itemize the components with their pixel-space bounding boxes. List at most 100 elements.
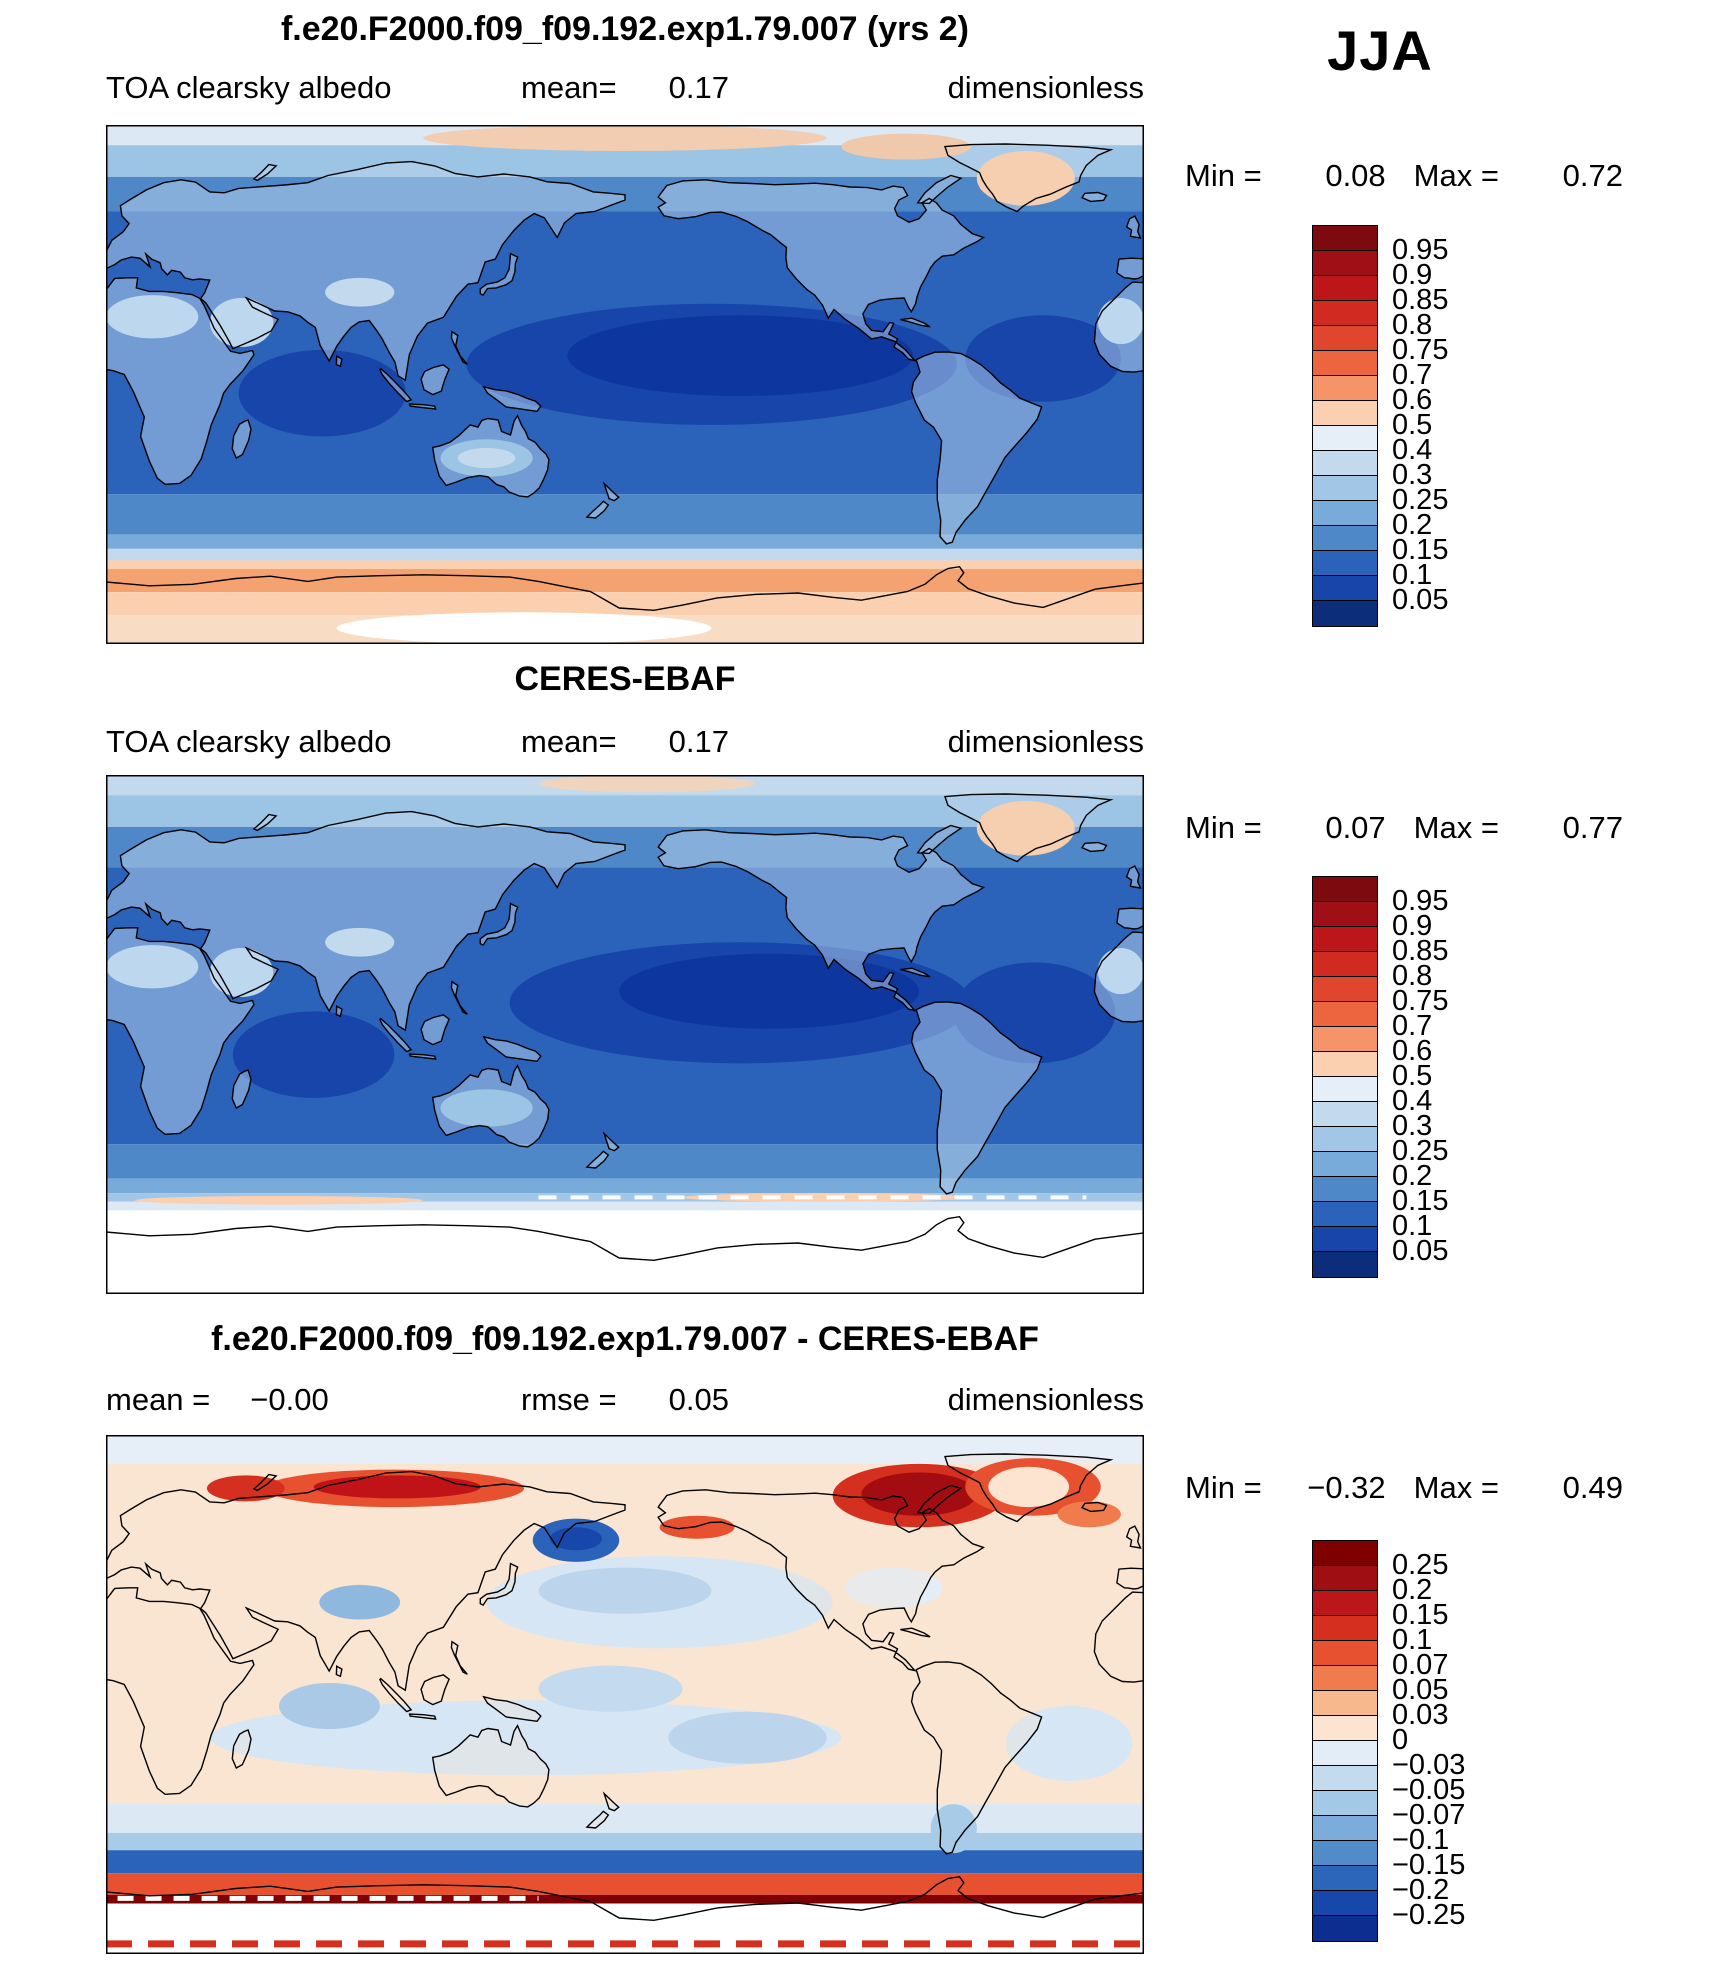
diff-units-label: dimensionless [947,1382,1144,1417]
colorbar-cell [1313,351,1377,376]
colorbar-tick-label: −0.15 [1392,1849,1466,1881]
colorbar-cell [1313,952,1377,977]
colorbar-tick-label: −0.07 [1392,1799,1466,1831]
colorbar-tick-label: 0.25 [1392,1549,1449,1581]
colorbar-cell [1313,1891,1377,1916]
colorbar-tick-label: 0.25 [1392,484,1449,516]
diff-colorbar: 0.25 0.2 0.15 0.1 0.07 0.05 0.03 0 −0.03 −0.05 −0.… [1312,1540,1532,1942]
min-value: −0.32 [1307,1470,1386,1505]
colorbar-tick-label: 0.15 [1392,1185,1449,1217]
colorbar-tick-label: 0.05 [1392,1674,1449,1706]
obs-units-label: dimensionless [947,724,1144,759]
colorbar-tick-label: 0.25 [1392,1135,1449,1167]
colorbar-cell [1313,576,1377,601]
colorbar-cell [1313,1252,1377,1277]
colorbar-cell [1313,1541,1377,1566]
rmse-label: rmse = [521,1382,617,1417]
colorbar-cell [1313,426,1377,451]
colorbar-tick-label: 0.9 [1392,910,1433,942]
colorbar-tick-label: 0.7 [1392,1010,1433,1042]
colorbar-tick-label: 0.95 [1392,234,1449,266]
colorbar-tick-label: 0.15 [1392,1599,1449,1631]
mean-value: 0.17 [668,724,729,759]
colorbar-tick-label: 0.7 [1392,359,1433,391]
colorbar-cell [1313,1716,1377,1741]
colorbar-tick-label: 0.03 [1392,1699,1449,1731]
colorbar-cell [1313,1052,1377,1077]
colorbar-cell [1313,276,1377,301]
colorbar-tick-label: 0 [1392,1724,1409,1756]
colorbar-cell [1313,1566,1377,1591]
mean-label: mean = [106,1382,211,1417]
colorbar-cell [1313,326,1377,351]
diff-rmse-group: rmse = 0.05 [106,1382,1144,1418]
mean-value: 0.17 [668,70,729,105]
min-value: 0.08 [1325,158,1386,193]
colorbar-tick-label: 0.2 [1392,1160,1433,1192]
colorbar-tick-label: 0.5 [1392,409,1433,441]
colorbar-cell [1313,1666,1377,1691]
max-value: 0.49 [1562,1470,1623,1505]
model-map [106,125,1144,644]
colorbar-cell [1313,401,1377,426]
colorbar-cell [1313,1916,1377,1941]
colorbar-cell [1313,1202,1377,1227]
obs-mean-group: mean= 0.17 [106,724,1144,760]
colorbar-cells [1312,225,1378,627]
colorbar-cell [1313,1816,1377,1841]
colorbar-cell [1313,977,1377,1002]
min-label: Min = [1185,158,1262,193]
obs-title: CERES-EBAF [514,660,736,698]
colorbar-cell [1313,226,1377,251]
colorbar-tick-label: 0.75 [1392,985,1449,1017]
colorbar-cell [1313,1002,1377,1027]
max-label: Max = [1413,810,1499,845]
colorbar-cell [1313,1077,1377,1102]
colorbar-tick-label: 0.3 [1392,459,1433,491]
max-value: 0.77 [1562,810,1623,845]
colorbar-tick-label: 0.85 [1392,284,1449,316]
colorbar-cells [1312,876,1378,1278]
colorbar-tick-label: 0.3 [1392,1110,1433,1142]
model-minmax: Min = 0.08 Max = 0.72 [1185,158,1623,194]
rmse-value: 0.05 [668,1382,729,1417]
diff-mean-group: mean = −0.00 [106,1382,329,1418]
max-label: Max = [1413,158,1499,193]
min-label: Min = [1185,810,1262,845]
colorbar-cell [1313,601,1377,626]
colorbar-tick-label: 0.85 [1392,935,1449,967]
colorbar-tick-label: 0.4 [1392,434,1433,466]
colorbar-cell [1313,1766,1377,1791]
model-mean-group: mean= 0.17 [106,70,1144,106]
model-title: f.e20.F2000.f09_f09.192.exp1.79.007 (yrs… [280,10,970,48]
colorbar-tick-label: 0.05 [1392,584,1449,616]
model-colorbar: 0.95 0.9 0.85 0.8 0.75 0.7 0.6 0.5 0.4 0.3 0.25 0.2… [1312,225,1532,627]
colorbar-cell [1313,1102,1377,1127]
colorbar-cell [1313,376,1377,401]
colorbar-tick-label: −0.03 [1392,1749,1466,1781]
colorbar-tick-label: −0.2 [1392,1874,1450,1906]
colorbar-cell [1313,877,1377,902]
colorbar-cell [1313,927,1377,952]
colorbar-cell [1313,551,1377,576]
colorbar-tick-label: 0.4 [1392,1085,1433,1117]
colorbar-cell [1313,902,1377,927]
diff-map [106,1435,1144,1954]
obs-minmax: Min = 0.07 Max = 0.77 [1185,810,1623,846]
colorbar-cell [1313,1591,1377,1616]
colorbar-tick-label: 0.2 [1392,509,1433,541]
colorbar-tick-label: 0.05 [1392,1235,1449,1267]
colorbar-tick-label: 0.9 [1392,259,1433,291]
colorbar-cell [1313,1841,1377,1866]
colorbar-tick-label: 0.15 [1392,534,1449,566]
min-label: Min = [1185,1470,1262,1505]
mean-label: mean= [521,70,617,105]
model-units-label: dimensionless [947,70,1144,105]
mean-label: mean= [521,724,617,759]
colorbar-tick-label: 0.6 [1392,384,1433,416]
colorbar-cell [1313,1152,1377,1177]
max-label: Max = [1413,1470,1499,1505]
model-variable-label: TOA clearsky albedo [106,70,392,105]
colorbar-tick-label: 0.1 [1392,1210,1433,1242]
